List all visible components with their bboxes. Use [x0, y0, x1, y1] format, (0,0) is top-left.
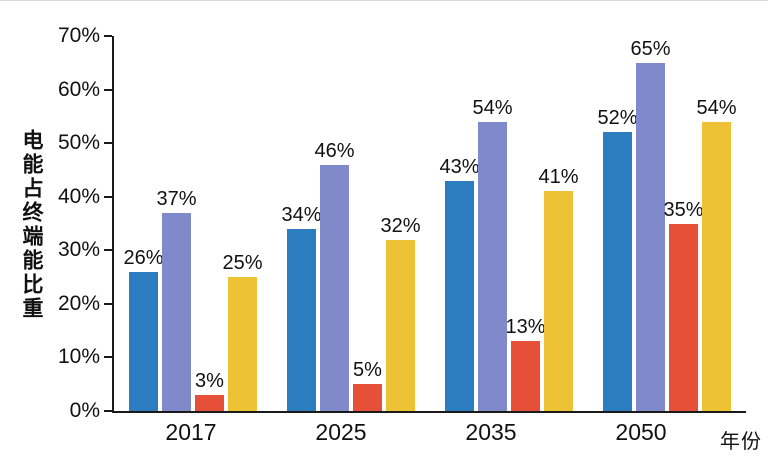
bar-group-2050: 52% 65% 35% 54% — [597, 36, 737, 411]
bar-wrap: 46% — [314, 36, 355, 411]
bar-wrap: 54% — [696, 36, 737, 411]
y-tick-mark — [104, 302, 112, 305]
x-category-label: 2035 — [465, 419, 517, 445]
y-tick-label: 20% — [57, 291, 100, 315]
bar-value-label: 54% — [696, 96, 737, 119]
plot-area: 0% 10% 20% 30% 40% 50% 60% 70% 26% 37% 3% 25% 34% 46%… — [58, 24, 746, 422]
bar-wrap: 37% — [156, 36, 197, 411]
bar-series-blue-2025 — [287, 228, 316, 411]
bar-series-yellow-2035 — [544, 191, 573, 411]
bar-series-purple-2017 — [162, 212, 191, 411]
y-tick-label: 70% — [57, 24, 100, 47]
bar-series-purple-2050 — [636, 62, 665, 411]
bar-group-2017: 26% 37% 3% 25% — [123, 36, 263, 411]
x-category-label: 2025 — [315, 419, 367, 445]
y-tick-mark — [104, 410, 112, 412]
bar-value-label: 3% — [195, 369, 224, 392]
bar-series-yellow-2017 — [228, 277, 257, 411]
y-tick-label: 40% — [57, 184, 100, 208]
bar-group-2025: 34% 46% 5% 32% — [281, 36, 421, 411]
bar-wrap: 26% — [123, 36, 164, 411]
bar-wrap: 35% — [663, 36, 704, 411]
bar-wrap: 13% — [505, 36, 546, 411]
y-tick-label: 30% — [57, 238, 100, 262]
y-tick-label: 10% — [57, 345, 100, 369]
bar-value-label: 46% — [314, 139, 355, 162]
bar-value-label: 65% — [630, 37, 671, 60]
bar-value-label: 13% — [505, 316, 546, 339]
y-tick-label: 50% — [57, 131, 100, 155]
bar-series-red-2025 — [353, 384, 382, 411]
y-tick-label: 0% — [69, 399, 100, 422]
bar-series-yellow-2050 — [702, 121, 731, 411]
bar-value-label: 34% — [281, 203, 322, 226]
x-category-label: 2050 — [615, 419, 667, 445]
y-tick-mark — [104, 35, 112, 37]
bar-value-label: 5% — [353, 359, 382, 382]
x-axis-title: 年份 — [720, 431, 762, 453]
bar-wrap: 65% — [630, 36, 671, 411]
bar-wrap: 3% — [193, 36, 226, 411]
bar-wrap: 25% — [222, 36, 263, 411]
y-tick-mark — [104, 249, 112, 252]
bar-series-red-2035 — [511, 341, 540, 411]
bar-group-2035: 43% 54% 13% 41% — [439, 36, 579, 411]
bar-wrap: 54% — [472, 36, 513, 411]
bar-series-blue-2050 — [603, 132, 632, 411]
bar-series-red-2017 — [195, 394, 224, 411]
y-tick-mark — [104, 356, 112, 359]
bar-series-blue-2017 — [129, 271, 158, 411]
bar-value-label: 26% — [123, 246, 164, 269]
bar-series-purple-2025 — [320, 164, 349, 411]
bar-value-label: 41% — [538, 166, 579, 189]
x-category-label: 2017 — [165, 419, 217, 445]
bar-series-yellow-2025 — [386, 239, 415, 411]
bar-wrap: 43% — [439, 36, 480, 411]
bar-value-label: 32% — [380, 214, 421, 237]
bar-wrap: 52% — [597, 36, 638, 411]
bar-value-label: 54% — [472, 96, 513, 119]
bar-value-label: 43% — [439, 155, 480, 178]
bar-value-label: 35% — [663, 198, 704, 221]
x-axis-labels: 2017 2025 2035 2050 — [112, 419, 720, 451]
y-tick-label: 60% — [57, 77, 100, 101]
bar-series-purple-2035 — [478, 121, 507, 411]
y-tick-mark — [104, 142, 112, 145]
bar-value-label: 52% — [597, 107, 638, 130]
bar-wrap: 5% — [351, 36, 384, 411]
y-tick-mark — [104, 195, 112, 198]
bar-series-red-2050 — [669, 223, 698, 411]
bar-value-label: 37% — [156, 187, 197, 210]
bar-wrap: 34% — [281, 36, 322, 411]
bar-value-label: 25% — [222, 252, 263, 275]
bar-wrap: 32% — [380, 36, 421, 411]
bar-series-blue-2035 — [445, 180, 474, 411]
y-axis-title: 电能占终端能比重 — [20, 129, 43, 321]
y-tick-mark — [104, 88, 112, 91]
bar-wrap: 41% — [538, 36, 579, 411]
